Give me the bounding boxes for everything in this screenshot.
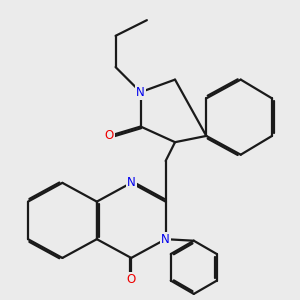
Text: O: O [105, 129, 114, 142]
Text: N: N [161, 233, 170, 246]
Text: O: O [127, 273, 136, 286]
Text: N: N [136, 85, 145, 99]
Text: N: N [127, 176, 136, 189]
